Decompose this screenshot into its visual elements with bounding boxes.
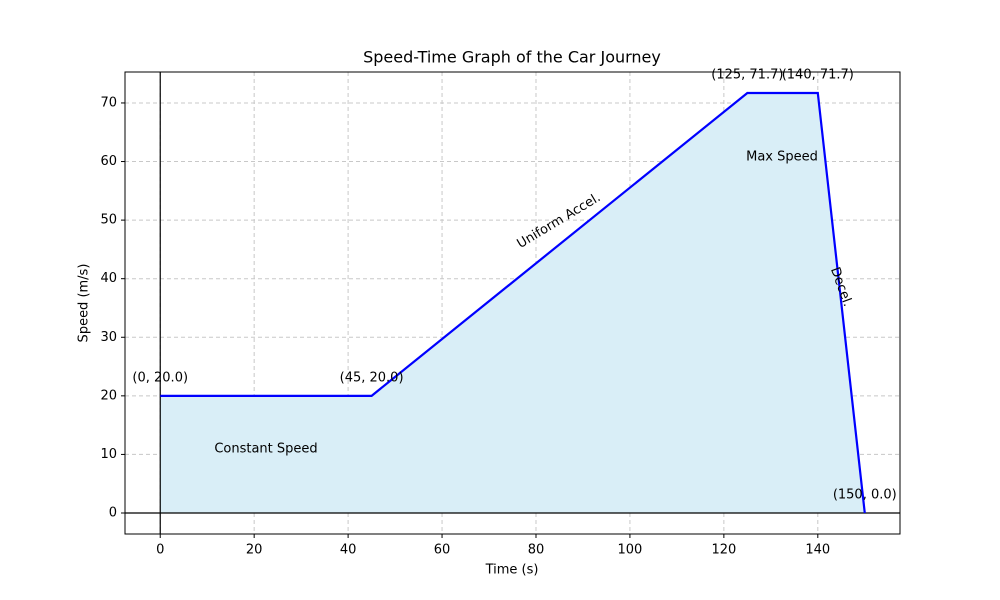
y-tick-label: 10: [100, 447, 117, 462]
plot-frame: [124, 71, 901, 535]
data-line: [160, 91, 866, 514]
y-tick-label: 40: [100, 271, 117, 286]
chart-title: Speed-Time Graph of the Car Journey: [363, 48, 661, 67]
x-tick-label: 140: [805, 543, 830, 558]
x-tick-label: 100: [618, 543, 643, 558]
y-tick-label: 60: [100, 154, 117, 169]
point-label: (0, 20.0): [132, 370, 188, 385]
point-label: (150, 0.0): [833, 488, 897, 503]
x-tick-label: 20: [246, 543, 263, 558]
y-tick-label: 50: [100, 213, 117, 228]
y-axis-label: Speed (m/s): [77, 264, 92, 343]
x-tick-label: 0: [156, 543, 164, 558]
point-label: (140, 71.7): [782, 68, 854, 83]
area-fill: [160, 93, 865, 513]
x-tick-label: 80: [528, 543, 545, 558]
point-label: (125, 71.7): [711, 68, 783, 83]
x-tick-label: 120: [711, 543, 736, 558]
y-tick-label: 70: [100, 95, 117, 110]
y-tick-label: 30: [100, 330, 117, 345]
y-tick-label: 20: [100, 388, 117, 403]
y-tick-label: 0: [109, 506, 117, 521]
segment-label: Constant Speed: [214, 442, 317, 457]
x-axis-label: Time (s): [485, 563, 539, 578]
point-label: (45, 20.0): [340, 370, 404, 385]
segment-label: Max Speed: [746, 150, 818, 165]
x-tick-label: 40: [340, 543, 357, 558]
x-tick-label: 60: [434, 543, 451, 558]
